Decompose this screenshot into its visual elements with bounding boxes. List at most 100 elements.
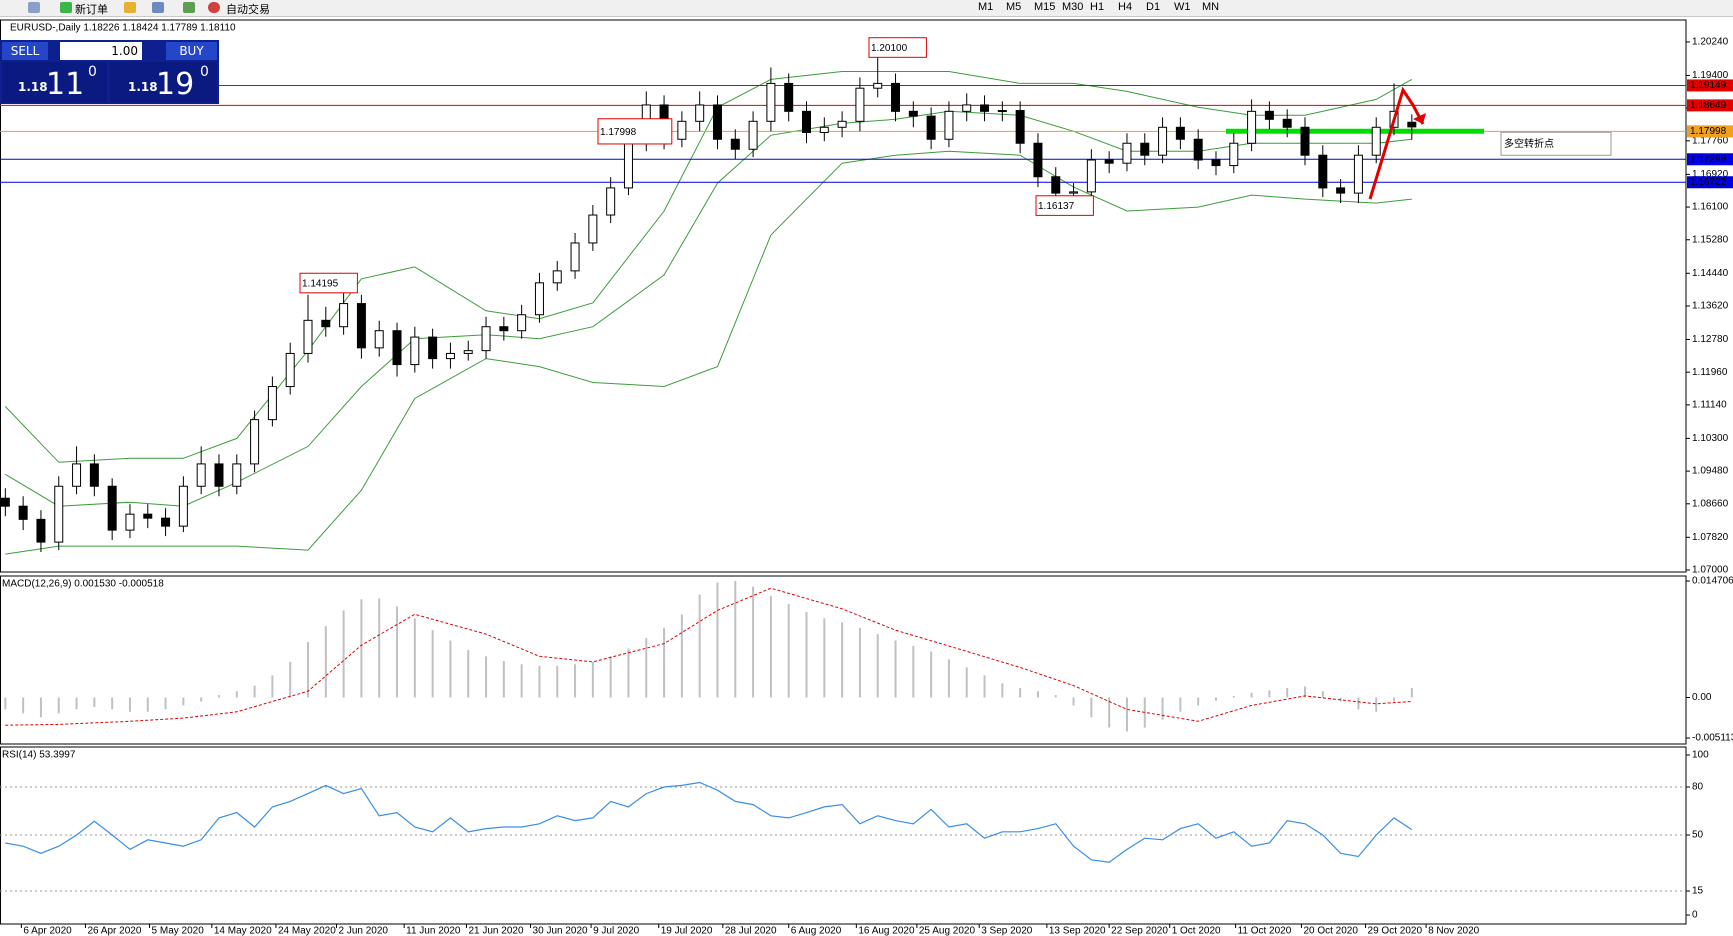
- macd-bar: [431, 630, 434, 698]
- rsi-line: [5, 781, 1413, 863]
- timeframe[interactable]: D1: [1146, 1, 1161, 13]
- macd-bar: [1232, 695, 1235, 698]
- new-order[interactable]: 新订单: [75, 4, 108, 16]
- x-tick-label: 24 May 2020: [278, 926, 336, 936]
- lots-input[interactable]: 1.00: [60, 42, 142, 60]
- price-tag: [1687, 176, 1733, 189]
- candle-body: [54, 485, 64, 543]
- macd-bar: [1019, 688, 1022, 698]
- price-annotation: 1.17998: [600, 127, 637, 138]
- macd-bar: [146, 697, 149, 712]
- icon[interactable]: [152, 2, 164, 13]
- candle-body: [1122, 142, 1132, 164]
- price-tag-label: 1.17998: [1690, 126, 1727, 137]
- y-tick-label: 0: [1692, 910, 1698, 921]
- candle-body: [321, 319, 331, 328]
- macd-bar: [556, 665, 559, 698]
- price-tag-label: 1.18649: [1690, 100, 1727, 111]
- timeframe[interactable]: M5: [1006, 1, 1022, 13]
- icon[interactable]: [28, 2, 40, 13]
- y-tick-label: 1.07000: [1692, 565, 1729, 576]
- buy-button[interactable]: BUY: [166, 42, 217, 60]
- macd-bar: [1321, 691, 1324, 698]
- macd-bar: [698, 594, 701, 698]
- macd-bar: [1250, 692, 1253, 698]
- candle-body: [1336, 187, 1346, 194]
- icon[interactable]: [208, 2, 220, 13]
- candle-body: [1193, 138, 1203, 161]
- buy-price[interactable]: 1.18 19 0: [110, 62, 217, 102]
- price-tag-label: 1.19149: [1690, 80, 1727, 91]
- macd-bar: [1304, 686, 1307, 698]
- candle-body: [766, 82, 776, 122]
- timeframe[interactable]: M15: [1034, 1, 1056, 13]
- timeframe[interactable]: M30: [1062, 1, 1084, 13]
- x-tick-label: 3 Sep 2020: [981, 926, 1033, 936]
- timeframe[interactable]: H4: [1118, 1, 1133, 13]
- macd-bar: [805, 611, 808, 698]
- y-tick-label: 1.13620: [1692, 301, 1729, 312]
- macd-bar: [164, 697, 167, 710]
- y-tick-label: 1.14440: [1692, 268, 1729, 279]
- candle-body: [1104, 159, 1114, 164]
- panel-title: EURUSD-,Daily 1.18226 1.18424 1.17789 1.…: [10, 23, 236, 34]
- candle-body: [1140, 142, 1150, 156]
- timeframe[interactable]: M1: [978, 1, 994, 13]
- panel-frame: [0, 19, 1687, 573]
- y-tick-label: 15: [1692, 886, 1704, 897]
- sell-price[interactable]: 1.18 11 0: [2, 62, 107, 102]
- candle-body: [392, 330, 402, 366]
- timeframe[interactable]: H1: [1090, 1, 1105, 13]
- candle-body: [250, 419, 260, 465]
- y-tick-label: 1.09480: [1692, 466, 1729, 477]
- price-tag: [1687, 153, 1733, 166]
- sell-button[interactable]: SELL: [2, 42, 48, 60]
- timeframe[interactable]: MN: [1202, 1, 1220, 13]
- auto-trading[interactable]: 自动交易: [226, 4, 270, 16]
- y-tick-label: 50: [1692, 830, 1704, 841]
- icon[interactable]: [124, 2, 136, 13]
- y-tick-label: 1.08660: [1692, 498, 1729, 509]
- candle-body: [178, 485, 188, 527]
- macd-bar: [1090, 697, 1093, 718]
- timeframe[interactable]: W1: [1174, 1, 1191, 13]
- x-tick-label: 5 May 2020: [152, 926, 205, 936]
- macd-bar: [1125, 697, 1128, 732]
- icon[interactable]: [60, 2, 72, 13]
- price-annotation: 1.16137: [1038, 201, 1075, 212]
- bollinger-lower: [5, 150, 1412, 555]
- x-tick-label: 25 Aug 2020: [919, 926, 976, 936]
- macd-bar: [912, 646, 915, 698]
- x-tick-label: 20 Oct 2020: [1303, 926, 1358, 936]
- candle-body: [72, 463, 82, 487]
- candle-body: [1371, 126, 1381, 156]
- candle-body: [570, 242, 580, 272]
- candle-body: [196, 463, 206, 487]
- candle-body: [107, 485, 117, 531]
- macd-bar: [876, 634, 879, 698]
- price-tag: [1687, 79, 1733, 92]
- macd-bar: [1375, 697, 1378, 712]
- macd-bar: [467, 649, 470, 698]
- macd-bar: [75, 697, 78, 710]
- macd-bar: [574, 664, 577, 698]
- plots: 1.202401.194001.185801.177601.169201.161…: [0, 19, 1733, 936]
- macd-bar: [271, 675, 274, 698]
- price-prefix: 1.18: [128, 80, 158, 94]
- candle-body: [784, 82, 794, 112]
- panel-title: RSI(14) 53.3997: [2, 750, 76, 761]
- macd-bar: [1179, 697, 1182, 712]
- macd-bar: [591, 661, 594, 698]
- candle-body: [730, 138, 740, 150]
- candle-body: [161, 517, 171, 527]
- icon[interactable]: [183, 2, 195, 13]
- y-tick-label: 1.07820: [1692, 532, 1729, 543]
- candle-body: [410, 336, 420, 366]
- candle-body: [695, 104, 705, 122]
- candle-body: [285, 352, 295, 388]
- x-tick-label: 26 Apr 2020: [87, 926, 141, 936]
- macd-bar: [1357, 697, 1360, 710]
- candle-body: [1247, 110, 1257, 144]
- candle-body: [997, 110, 1007, 113]
- candle-body: [1407, 121, 1417, 128]
